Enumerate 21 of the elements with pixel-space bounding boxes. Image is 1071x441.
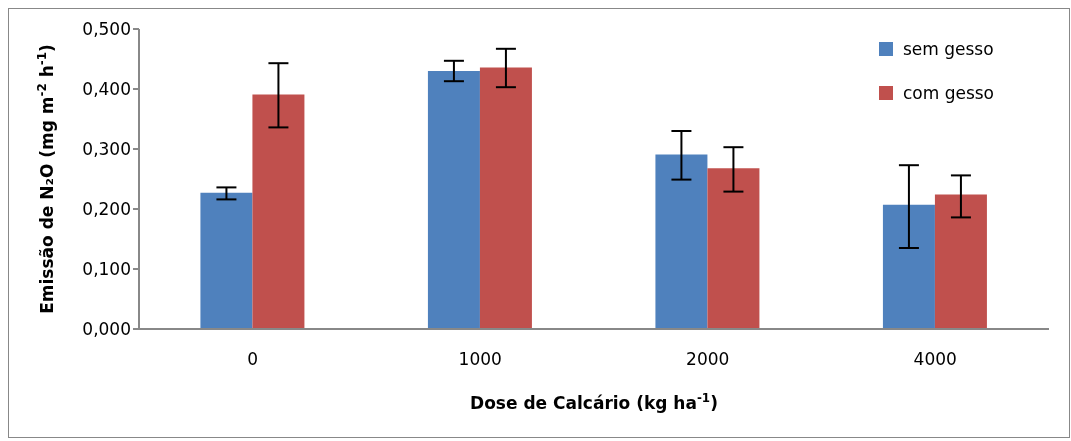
y-tick-label: 0,400 [82,79,131,100]
y-tick-label: 0,000 [82,319,131,340]
x-tick-label: 2000 [686,349,730,370]
y-tick-label: 0,300 [82,139,131,160]
y-tick-label: 0,500 [82,19,131,40]
legend-label: com gesso [902,83,994,103]
x-tick-label: 1000 [458,349,502,370]
bar [252,94,305,329]
bar [934,194,987,329]
y-tick-label: 0,200 [82,199,131,220]
x-axis-title: Dose de Calcário (kg ha$^{-1}$) [470,391,718,413]
x-tick-label: 4000 [913,349,957,370]
x-tick-label: 0 [247,349,259,370]
bar [200,192,253,329]
bar [427,71,480,329]
bar [707,168,760,329]
bar [655,154,708,329]
bar [882,204,935,329]
bar [479,67,532,329]
y-tick-label: 0,100 [82,259,131,280]
legend-label: sem gesso [902,39,994,59]
